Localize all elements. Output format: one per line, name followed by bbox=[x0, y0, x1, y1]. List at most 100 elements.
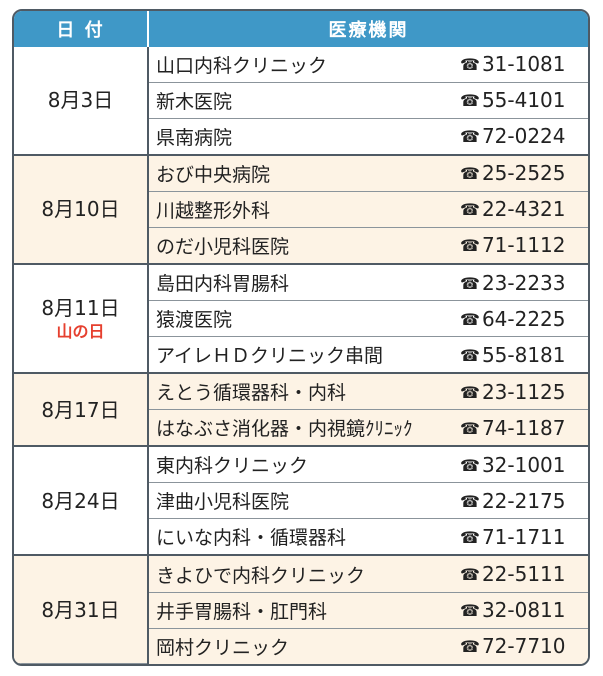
phone-number: 32-0811 bbox=[481, 598, 566, 623]
phone-number: 22-2175 bbox=[481, 488, 566, 513]
date-cell: 8月11日 山の日 bbox=[14, 264, 149, 375]
table-row: 井手胃腸科・肛門科 ☎ 32-0811 bbox=[14, 592, 588, 629]
phone-icon: ☎ bbox=[460, 309, 480, 329]
table-row: 猿渡医院 ☎ 64-2225 bbox=[14, 300, 588, 338]
phone-number: 23-2233 bbox=[481, 270, 566, 295]
clinic-phone: ☎ 22-2175 bbox=[452, 482, 588, 520]
phone-number: 32-1001 bbox=[481, 452, 566, 477]
phone-icon: ☎ bbox=[460, 382, 480, 402]
clinic-name: 山口内科クリニック bbox=[148, 47, 452, 83]
phone-number: 22-5111 bbox=[481, 562, 566, 587]
phone-icon: ☎ bbox=[460, 527, 480, 547]
institution-column-header: 医療機関 bbox=[148, 11, 588, 47]
table-row: 新木医院 ☎ 55-4101 bbox=[14, 82, 588, 119]
clinic-name: 島田内科胃腸科 bbox=[148, 264, 452, 302]
table-row: 8月11日 山の日 島田内科胃腸科 ☎ 23-2233 bbox=[14, 264, 588, 375]
clinic-phone: ☎ 72-7710 bbox=[452, 628, 588, 664]
table-row: 津曲小児科医院 ☎ 22-2175 bbox=[14, 482, 588, 520]
clinic-phone: ☎ 31-1081 bbox=[452, 47, 588, 83]
phone-icon: ☎ bbox=[460, 455, 480, 475]
phone-icon: ☎ bbox=[460, 418, 480, 438]
clinic-name: 猿渡医院 bbox=[148, 300, 452, 338]
date-cell: 8月24日 bbox=[14, 446, 149, 557]
phone-icon: ☎ bbox=[460, 565, 480, 585]
clinic-name: 津曲小児科医院 bbox=[148, 482, 452, 520]
table-row: 8月3日 山口内科クリニック ☎ 31-1081 bbox=[14, 47, 588, 156]
phone-icon: ☎ bbox=[460, 345, 480, 365]
clinic-phone: ☎ 32-0811 bbox=[452, 592, 588, 629]
clinic-name: 新木医院 bbox=[148, 82, 452, 119]
clinic-phone: ☎ 55-8181 bbox=[452, 336, 588, 375]
date-label: 8月10日 bbox=[41, 197, 120, 222]
clinic-phone: ☎ 55-4101 bbox=[452, 82, 588, 119]
phone-icon: ☎ bbox=[460, 491, 480, 511]
table-row: 8月10日 おび中央病院 ☎ 25-2525 bbox=[14, 154, 588, 266]
phone-number: 55-8181 bbox=[481, 342, 566, 367]
date-label: 8月3日 bbox=[47, 88, 114, 113]
table-row: のだ小児科医院 ☎ 71-1112 bbox=[14, 227, 588, 265]
clinic-name: おび中央病院 bbox=[148, 154, 452, 192]
phone-icon: ☎ bbox=[460, 637, 480, 656]
phone-number: 25-2525 bbox=[481, 161, 566, 186]
clinic-name: きよひで内科クリニック bbox=[148, 555, 452, 593]
clinic-phone: ☎ 23-1125 bbox=[452, 373, 588, 411]
date-cell: 8月17日 bbox=[14, 373, 149, 448]
phone-icon: ☎ bbox=[460, 273, 480, 293]
table-row: はなぶさ消化器・内視鏡ｸﾘﾆｯｸ ☎ 74-1187 bbox=[14, 409, 588, 448]
date-label: 8月31日 bbox=[41, 597, 120, 622]
clinic-name: 川越整形外科 bbox=[148, 191, 452, 228]
clinic-phone: ☎ 22-5111 bbox=[452, 555, 588, 593]
phone-number: 72-7710 bbox=[481, 634, 566, 658]
phone-icon: ☎ bbox=[460, 127, 480, 147]
table-row: 8月17日 えとう循環器科・内科 ☎ 23-1125 bbox=[14, 373, 588, 448]
phone-icon: ☎ bbox=[460, 91, 480, 111]
clinic-name: 東内科クリニック bbox=[148, 446, 452, 484]
phone-icon: ☎ bbox=[460, 55, 480, 75]
holiday-label: 山の日 bbox=[56, 321, 105, 341]
clinic-name: 県南病院 bbox=[148, 118, 452, 156]
date-cell: 8月31日 bbox=[14, 555, 149, 664]
table-row: にいな内科・循環器科 ☎ 71-1711 bbox=[14, 518, 588, 557]
date-cell: 8月10日 bbox=[14, 154, 149, 266]
clinic-name: 井手胃腸科・肛門科 bbox=[148, 592, 452, 629]
clinic-phone: ☎ 23-2233 bbox=[452, 264, 588, 302]
phone-number: 64-2225 bbox=[481, 306, 566, 331]
phone-icon: ☎ bbox=[460, 164, 480, 184]
duty-clinic-table: 日 付 医療機関 8月3日 山口内科クリニック ☎ 31-1081 新木医院 ☎ 5… bbox=[12, 9, 590, 666]
clinic-phone: ☎ 64-2225 bbox=[452, 300, 588, 338]
clinic-phone: ☎ 22-4321 bbox=[452, 191, 588, 228]
schedule-table: 日 付 医療機関 8月3日 山口内科クリニック ☎ 31-1081 新木医院 ☎ 5… bbox=[14, 11, 588, 664]
phone-number: 71-1112 bbox=[481, 233, 566, 258]
phone-number: 55-4101 bbox=[481, 88, 566, 113]
table-row: 8月24日 東内科クリニック ☎ 32-1001 bbox=[14, 446, 588, 557]
clinic-phone: ☎ 72-0224 bbox=[452, 118, 588, 156]
date-cell: 8月3日 bbox=[14, 47, 149, 156]
table-row: 県南病院 ☎ 72-0224 bbox=[14, 118, 588, 156]
phone-icon: ☎ bbox=[460, 200, 480, 220]
table-row: 8月31日 きよひで内科クリニック ☎ 22-5111 bbox=[14, 555, 588, 664]
clinic-name: のだ小児科医院 bbox=[148, 227, 452, 265]
phone-number: 74-1187 bbox=[481, 415, 566, 440]
clinic-phone: ☎ 25-2525 bbox=[452, 154, 588, 192]
clinic-phone: ☎ 71-1112 bbox=[452, 227, 588, 265]
clinic-phone: ☎ 32-1001 bbox=[452, 446, 588, 484]
phone-icon: ☎ bbox=[460, 236, 480, 256]
table-row: 岡村クリニック ☎ 72-7710 bbox=[14, 628, 588, 664]
clinic-name: えとう循環器科・内科 bbox=[148, 373, 452, 411]
phone-number: 71-1711 bbox=[481, 524, 566, 549]
date-label: 8月24日 bbox=[41, 488, 120, 513]
phone-icon: ☎ bbox=[460, 601, 480, 621]
header-row: 日 付 医療機関 bbox=[14, 11, 588, 47]
clinic-phone: ☎ 74-1187 bbox=[452, 409, 588, 448]
date-label: 8月17日 bbox=[41, 397, 120, 422]
date-column-header: 日 付 bbox=[14, 11, 149, 47]
table-row: アイレＨＤクリニック串間 ☎ 55-8181 bbox=[14, 336, 588, 375]
clinic-name: 岡村クリニック bbox=[148, 628, 452, 664]
phone-number: 72-0224 bbox=[481, 124, 566, 149]
phone-number: 23-1125 bbox=[481, 379, 566, 404]
clinic-name: アイレＨＤクリニック串間 bbox=[148, 336, 452, 375]
clinic-name: はなぶさ消化器・内視鏡ｸﾘﾆｯｸ bbox=[148, 409, 452, 448]
clinic-name: にいな内科・循環器科 bbox=[148, 518, 452, 557]
table-row: 川越整形外科 ☎ 22-4321 bbox=[14, 191, 588, 228]
clinic-phone: ☎ 71-1711 bbox=[452, 518, 588, 557]
